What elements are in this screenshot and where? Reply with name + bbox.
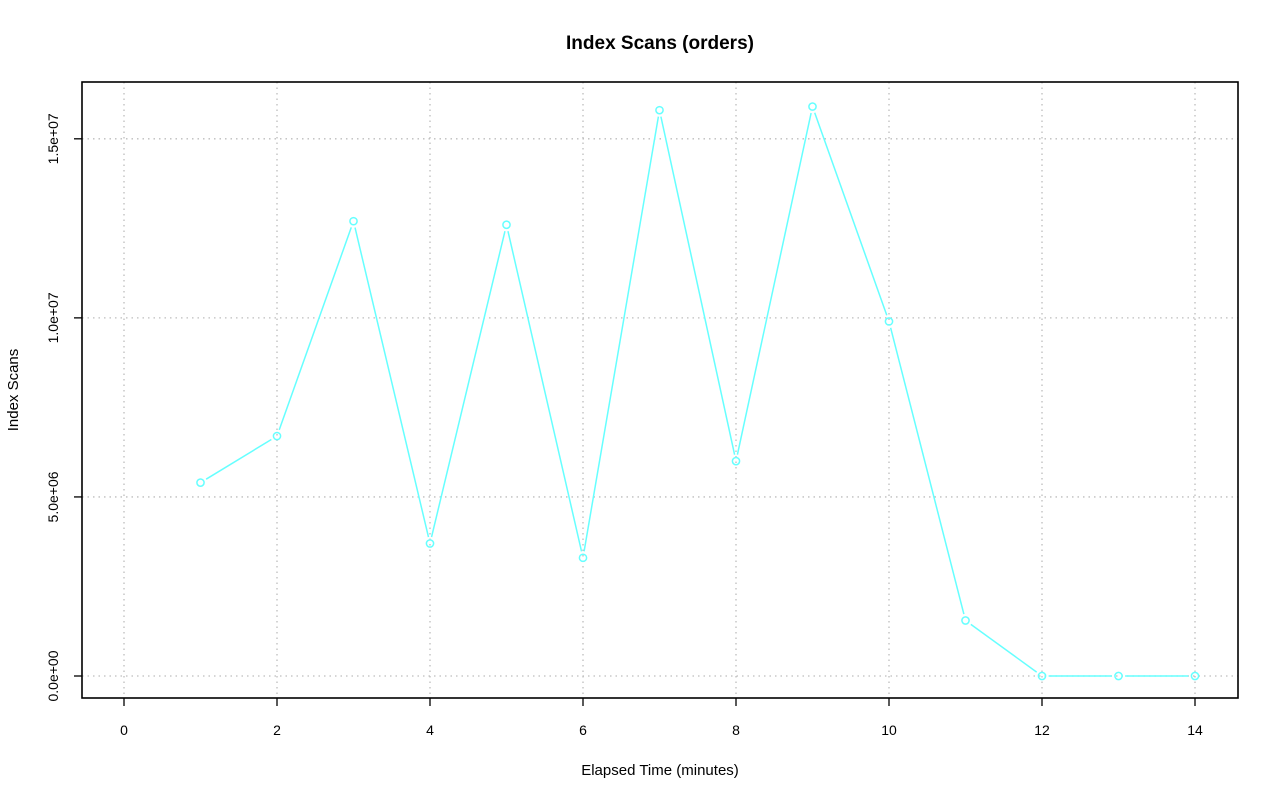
y-tick-label: 1.0e+07 (45, 292, 61, 343)
y-axis-label: Index Scans (5, 349, 22, 432)
x-tick-label: 14 (1187, 722, 1203, 738)
data-point (731, 456, 741, 466)
data-point (961, 616, 970, 625)
grid-layer (82, 82, 1238, 698)
data-point (1037, 671, 1047, 681)
chart-title: Index Scans (orders) (566, 33, 754, 54)
data-point (349, 216, 358, 226)
y-tick-label: 0.0e+00 (45, 650, 61, 701)
series-layer (196, 102, 1200, 681)
ticks-layer: 0 2 4 6 8 10 12 14 0.0e+00 5.0e+06 1.0e+07 1.5e+07 (45, 113, 1203, 738)
x-tick-label: 4 (426, 722, 434, 738)
data-point (1190, 671, 1200, 681)
series-line-segment (889, 327, 965, 615)
data-point (425, 539, 435, 548)
plot-frame (81, 81, 1239, 699)
series-line-segment (970, 623, 1038, 673)
data-point (502, 220, 511, 230)
data-point (655, 105, 664, 115)
x-tick-label: 8 (732, 722, 740, 738)
data-point (884, 317, 894, 326)
y-tick-label: 5.0e+06 (45, 471, 61, 522)
series-line-segment (736, 112, 812, 455)
series-line-segment (814, 112, 888, 316)
data-point (808, 102, 817, 111)
x-tick-label: 0 (120, 722, 128, 738)
series-line-segment (583, 116, 660, 552)
data-point (196, 478, 205, 487)
x-tick-label: 12 (1034, 722, 1050, 738)
data-point (1114, 671, 1123, 681)
data-point (272, 431, 282, 441)
x-tick-label: 2 (273, 722, 281, 738)
series-line-segment (205, 438, 272, 480)
series-line-segment (660, 116, 736, 455)
y-tick-label: 1.5e+07 (45, 113, 61, 164)
series-line-segment (278, 227, 352, 431)
x-tick-label: 10 (881, 722, 897, 738)
series-line-segment (507, 231, 583, 552)
data-point (578, 553, 588, 563)
series-line-segment (430, 231, 506, 538)
x-axis-label: Elapsed Time (minutes) (581, 762, 739, 779)
series-line-segment (354, 227, 430, 538)
x-tick-label: 6 (579, 722, 587, 738)
